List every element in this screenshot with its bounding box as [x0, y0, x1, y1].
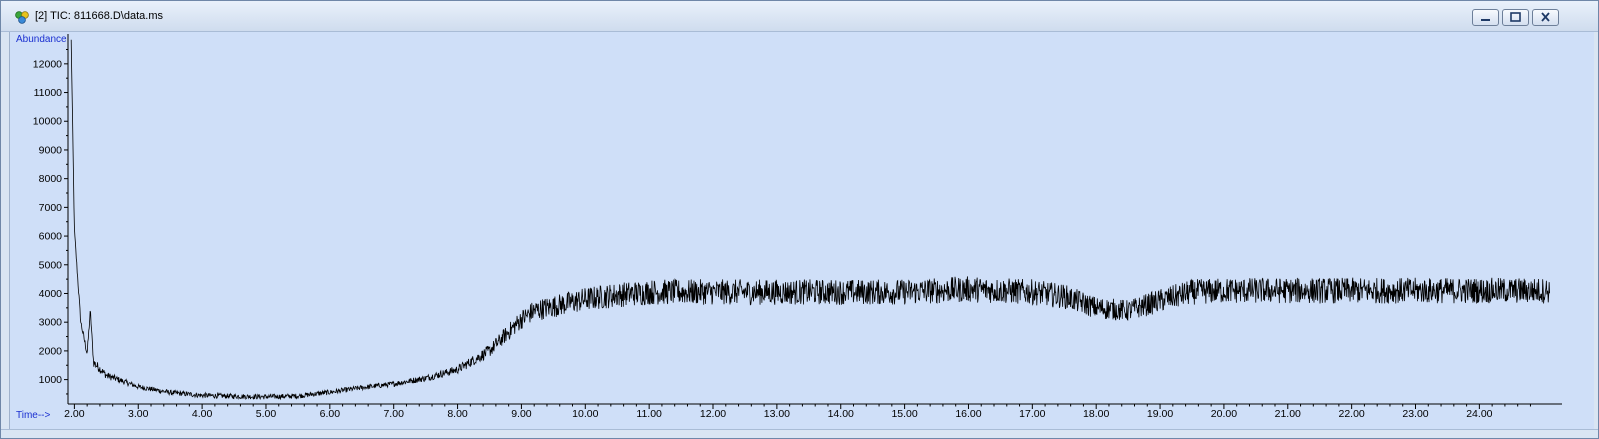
- x-tick-label: 9.00: [511, 408, 532, 420]
- y-tick-label: 8000: [39, 173, 63, 185]
- y-tick-label: 2000: [39, 345, 63, 357]
- x-tick-label: 20.00: [1211, 408, 1237, 420]
- x-tick-label: 7.00: [383, 408, 404, 420]
- y-axis-label: Abundance: [16, 34, 67, 45]
- minimize-button[interactable]: [1472, 9, 1499, 26]
- x-tick-label: 16.00: [955, 408, 981, 420]
- y-tick-label: 10000: [33, 116, 62, 128]
- x-axis-label: Time-->: [16, 410, 51, 421]
- tic-chart: 1000 2000 3000 4000 5000 6000 7000 8000 9000 1000…: [16, 34, 1562, 421]
- chromatogram-plot[interactable]: 1000 2000 3000 4000 5000 6000 7000 8000 9000 1000…: [9, 32, 1594, 432]
- close-icon: [1541, 12, 1550, 22]
- y-tick-label: 11000: [34, 87, 63, 99]
- x-tick-label: 12.00: [700, 408, 726, 420]
- y-tick-label: 7000: [39, 202, 63, 214]
- x-tick-label: 17.00: [1019, 408, 1045, 420]
- y-tick-label: 5000: [39, 259, 63, 271]
- x-tick-label: 24.00: [1466, 408, 1492, 420]
- x-tick-label: 8.00: [447, 408, 468, 420]
- restore-button[interactable]: [1502, 9, 1529, 26]
- x-tick-label: 13.00: [764, 408, 790, 420]
- x-tick-label: 4.00: [192, 408, 213, 420]
- title-bar[interactable]: [2] TIC: 811668.D\data.ms: [1, 1, 1598, 32]
- chemstation-app-icon: [14, 9, 30, 25]
- x-tick-label: 10.00: [572, 408, 598, 420]
- x-tick-label: 22.00: [1338, 408, 1364, 420]
- x-tick-label: 11.00: [636, 408, 662, 420]
- x-tick-label: 19.00: [1147, 408, 1173, 420]
- y-tick-label: 1000: [39, 374, 63, 386]
- x-tick-label: 3.00: [128, 408, 149, 420]
- x-tick-label: 14.00: [828, 408, 854, 420]
- y-tick-label: 6000: [39, 231, 63, 243]
- x-tick-label: 2.00: [64, 408, 85, 420]
- window-bottom-border: [1, 429, 1598, 438]
- x-tick-label: 5.00: [256, 408, 277, 420]
- y-tick-label: 9000: [39, 144, 63, 156]
- x-tick-label: 23.00: [1402, 408, 1428, 420]
- x-tick-label: 15.00: [891, 408, 917, 420]
- y-tick-label: 12000: [33, 58, 62, 70]
- y-tick-label: 3000: [39, 317, 63, 329]
- y-tick-label: 4000: [39, 288, 63, 300]
- minimize-icon: [1481, 19, 1490, 21]
- x-tick-label: 18.00: [1083, 408, 1109, 420]
- restore-icon: [1510, 12, 1521, 22]
- window-title: [2] TIC: 811668.D\data.ms: [35, 10, 163, 22]
- x-tick-label: 21.00: [1275, 408, 1301, 420]
- tic-trace-line: [70, 39, 1551, 401]
- x-tick-label: 6.00: [320, 408, 341, 420]
- close-button[interactable]: [1532, 9, 1559, 26]
